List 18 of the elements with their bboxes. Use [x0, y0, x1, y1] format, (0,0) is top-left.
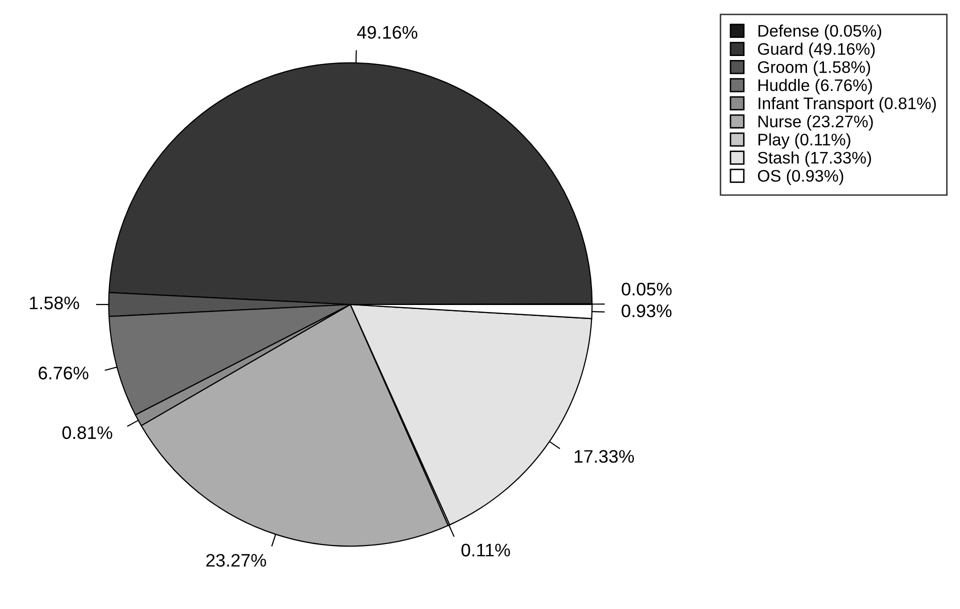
legend-label: Stash (17.33%)	[758, 151, 871, 167]
data-label: 0.81%	[62, 426, 112, 440]
legend-label: Guard (49.16%)	[758, 42, 875, 58]
data-label: 0.11%	[461, 544, 510, 556]
data-label: 1.58%	[30, 296, 80, 310]
data-label: 49.16%	[357, 26, 418, 39]
data-label: 0.05%	[622, 282, 672, 296]
legend-label: Play (0.11%)	[758, 133, 850, 149]
legend-label: OS (0.93%)	[758, 170, 844, 186]
data-label: 0.93%	[622, 304, 672, 318]
data-label: 23.27%	[206, 554, 266, 567]
data-label: 17.33%	[574, 450, 634, 463]
legend-label: Nurse (23.27%)	[758, 115, 873, 131]
legend-label: Huddle (6.76%)	[758, 78, 872, 94]
legend-label: Infant Transport (0.81%)	[758, 97, 936, 113]
data-label: 6.76%	[38, 366, 88, 380]
legend-label: Groom (1.58%)	[758, 60, 870, 76]
legend-label: Defense (0.05%)	[758, 24, 882, 40]
